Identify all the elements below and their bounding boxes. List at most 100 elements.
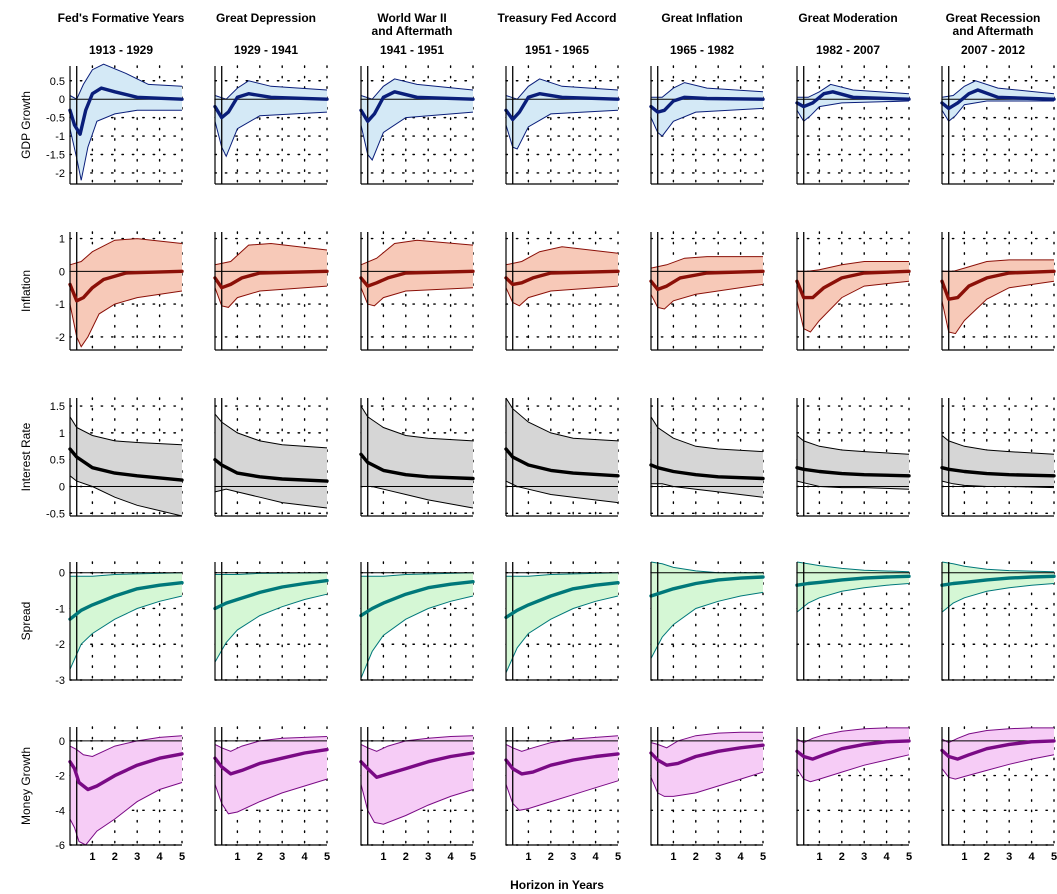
confidence-band [942, 727, 1054, 780]
y-tick-label: 0 [59, 568, 65, 580]
period-years-2: 1929 - 1941 [234, 43, 298, 57]
lower-bound-line [651, 483, 764, 498]
period-title-7-line2: and Aftermath [953, 24, 1034, 38]
upper-bound-line [941, 80, 1055, 98]
period-years-5: 1965 - 1982 [670, 43, 734, 57]
x-tick-label: 4 [884, 851, 891, 863]
upper-bound-line [650, 416, 764, 453]
panel-2-5 [649, 231, 765, 351]
upper-bound-line [360, 239, 474, 266]
x-tick-label: 1 [380, 851, 386, 863]
upper-bound-line [69, 416, 183, 446]
panel-5-5: 1 2 3 4 5 [649, 726, 766, 863]
lower-bound-line [360, 111, 474, 161]
y-tick-label: 0 [59, 266, 65, 278]
panel-1-3 [359, 65, 475, 185]
x-tick-label: 4 [302, 851, 309, 863]
x-tick-label: 3 [715, 851, 721, 863]
confidence-band [70, 238, 182, 347]
median-response-line [795, 739, 911, 761]
panel-1-2 [213, 65, 329, 185]
panel-3-6 [795, 397, 911, 517]
panel-4-3 [359, 561, 475, 681]
panel-5-4: 1 2 3 4 5 [504, 726, 621, 863]
upper-bound-line [214, 736, 328, 752]
x-tick-label: 2 [548, 851, 554, 863]
y-tick-label: 0.5 [50, 76, 65, 88]
median-response-line [795, 90, 911, 109]
lower-bound-line [69, 782, 183, 846]
confidence-band [506, 735, 618, 811]
confidence-band [70, 735, 182, 845]
upper-bound-line [506, 572, 619, 577]
x-tick-label: 3 [134, 851, 140, 863]
median-response-line [504, 581, 620, 620]
median-response-line [504, 447, 620, 478]
lower-bound-line [505, 780, 619, 811]
panel-3-7 [940, 397, 1056, 517]
median-response-line [504, 92, 620, 122]
variable-label: Interest Rate [19, 422, 33, 491]
panel-4-5 [649, 561, 765, 681]
confidence-band [797, 435, 909, 490]
period-years-7: 2007 - 2012 [961, 43, 1025, 57]
lower-bound-line [941, 100, 1054, 123]
median-response-line [940, 88, 1056, 111]
x-tick-label: 5 [179, 851, 185, 863]
lower-bound-line [941, 583, 1055, 613]
median-response-line [213, 458, 329, 483]
panel-4-2 [213, 561, 329, 681]
confidence-band [651, 256, 763, 309]
panel-5-7: 1 2 3 4 5 [940, 726, 1057, 863]
panel-1-5 [649, 65, 765, 185]
upper-bound-line [69, 63, 183, 100]
median-response-line [649, 463, 765, 481]
upper-bound-line [941, 435, 1055, 455]
lower-bound-line [214, 593, 328, 663]
panel-4-6 [795, 561, 911, 681]
upper-bound-line [505, 246, 619, 266]
x-tick-label: 3 [1006, 851, 1012, 863]
lower-bound-line [69, 595, 183, 670]
panel-4-7 [940, 561, 1056, 681]
panel-1-6 [795, 65, 911, 185]
upper-bound-line [796, 561, 910, 573]
upper-bound-line [70, 572, 183, 577]
lower-bound-line [214, 111, 328, 158]
lower-bound-line [360, 784, 474, 825]
panel-4-4 [504, 561, 620, 681]
variable-label: Inflation [19, 270, 33, 312]
lower-bound-line [505, 285, 619, 307]
panel-3-3 [359, 397, 475, 517]
x-tick-label: 5 [906, 851, 912, 863]
median-response-line [359, 751, 475, 779]
confidence-band [506, 246, 618, 306]
upper-bound-line [361, 572, 474, 577]
confidence-band [797, 727, 909, 782]
x-tick-label: 2 [693, 851, 699, 863]
confidence-band [215, 414, 327, 508]
confidence-band [215, 243, 327, 308]
x-tick-label: 3 [570, 851, 576, 863]
confidence-band [361, 406, 473, 508]
period-years-1: 1913 - 1929 [89, 43, 153, 57]
x-tick-label: 5 [615, 851, 621, 863]
y-tick-label: -1 [55, 299, 65, 311]
panel-1-7 [940, 65, 1056, 185]
x-tick-label: 4 [448, 851, 455, 863]
upper-bound-line [650, 256, 763, 269]
panel-4-1: -3 -2 -1 0 [55, 561, 184, 687]
panel-3-4 [504, 397, 620, 517]
period-title-5: Great Inflation [661, 11, 742, 25]
lower-bound-line [214, 778, 328, 815]
y-tick-label: 0.5 [50, 455, 65, 467]
median-response-line [649, 743, 765, 767]
period-title-6: Great Moderation [798, 11, 897, 25]
upper-bound-line [360, 735, 474, 752]
x-tick-label: 1 [670, 851, 676, 863]
period-years-3: 1941 - 1951 [380, 43, 444, 57]
median-response-line [940, 739, 1056, 761]
x-tick-label: 1 [961, 851, 967, 863]
y-tick-label: -2 [55, 168, 65, 180]
x-tick-label: 1 [234, 851, 240, 863]
